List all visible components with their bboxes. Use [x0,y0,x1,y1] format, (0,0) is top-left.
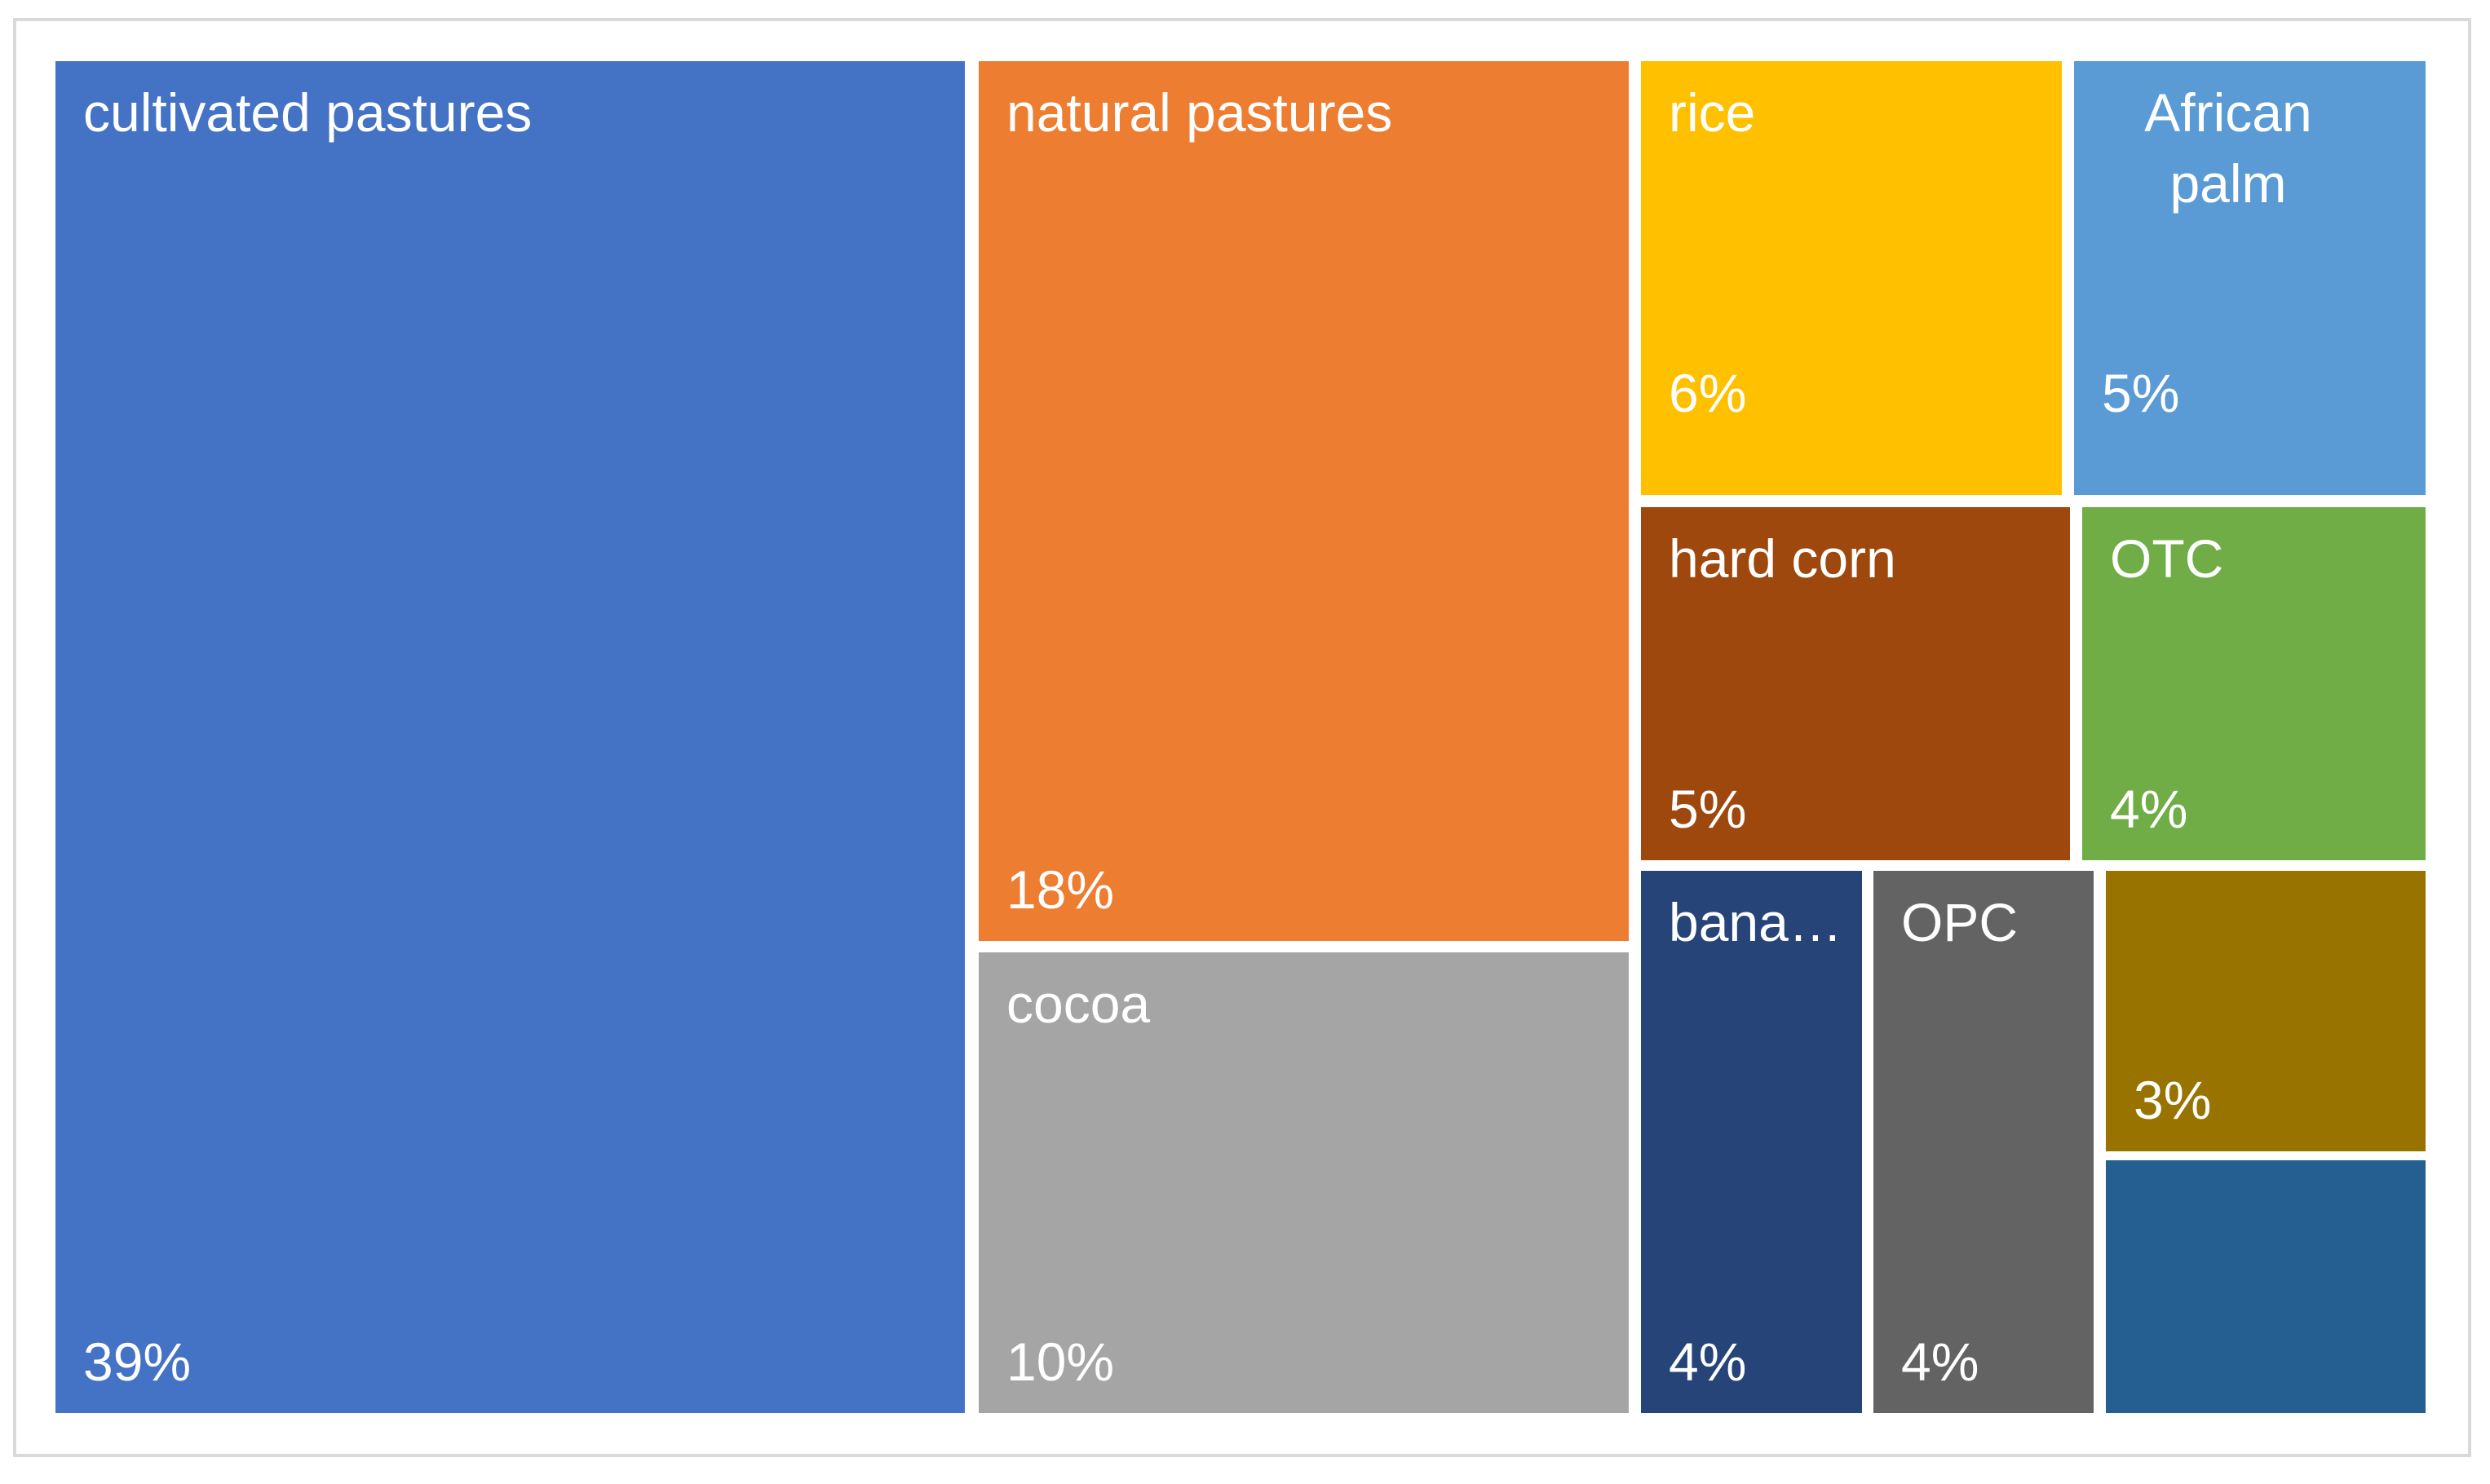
treemap-tile-banana: bana… 4% [1641,871,1862,1413]
tile-label: OPC [1901,892,2019,952]
treemap-tile-hard-corn: hard corn 5% [1641,507,2070,860]
tile-pct-label: 3% [2134,1070,2212,1131]
treemap-tile-otc: OTC 4% [2082,507,2426,860]
tile-pct-label: 39% [83,1332,192,1393]
treemap-tile-opc: OPC 4% [1873,871,2094,1413]
tile-label: OTC [2110,528,2224,589]
tile-label: African palm [2144,82,2312,214]
tile-label: rice [1669,82,1756,143]
tile-pct-label: 4% [2110,779,2188,840]
tile-pct-label: 4% [1901,1332,1979,1393]
treemap-tile-cocoa: cocoa 10% [979,952,1629,1413]
tile-label: cocoa [1006,974,1151,1034]
tile-pct-label: 4% [1669,1332,1747,1393]
treemap-tile-natural-pastures: natural pastures 18% [979,61,1629,941]
treemap-tile-unlabeled-smallest [2106,1160,2426,1413]
tile-label: bana… [1669,892,1842,952]
tile-pct-label: 10% [1006,1332,1115,1393]
treemap-tile-unlabeled-3pct: 3% [2106,871,2426,1151]
tile-pct-label: 5% [2102,363,2180,424]
tile-pct-label: 5% [1669,779,1747,840]
treemap-tile-cultivated-pastures: cultivated pastures 39% [55,61,965,1413]
tile-pct-label: 6% [1669,363,1747,424]
tile-pct-label: 18% [1006,859,1115,921]
tile-label: cultivated pastures [83,82,533,143]
treemap-tile-rice: rice 6% [1641,61,2062,495]
treemap-tile-african-palm: African palm 5% [2074,61,2426,495]
tile-label: hard corn [1669,528,1896,589]
tile-label: natural pastures [1006,82,1393,143]
